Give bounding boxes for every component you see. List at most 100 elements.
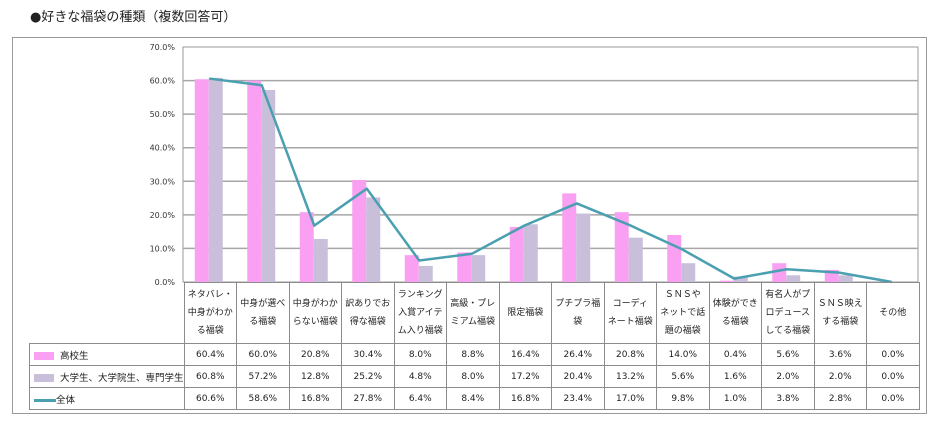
- bar-high-school: [772, 263, 787, 282]
- table-cell: 4.8%: [393, 365, 448, 388]
- table-cell: 14.0%: [656, 343, 710, 366]
- category-label-line: 中身がわか: [187, 308, 233, 318]
- bar-university: [681, 263, 696, 282]
- category-label-line: 訳ありでお: [345, 299, 391, 309]
- bar-university: [576, 213, 591, 282]
- category-header: 訳ありでお 得な福袋: [341, 282, 395, 344]
- category-label-line: ロデュース: [765, 308, 811, 318]
- category-label-line: ネタバレ・: [187, 290, 233, 300]
- table-cell: 57.2%: [236, 365, 290, 388]
- table-cell: 60.4%: [183, 343, 238, 366]
- table-cell: 27.8%: [341, 387, 395, 410]
- plot-area: [182, 46, 919, 283]
- pink-swatch-icon: [34, 352, 54, 360]
- category-header: ＳＮＳ映えする福袋: [813, 282, 868, 344]
- category-label-line: らない福袋: [292, 317, 338, 327]
- bar-high-school: [404, 255, 419, 282]
- bar-high-school: [194, 79, 209, 282]
- category-header: 中身が選べ る福袋: [236, 282, 290, 344]
- table-cell: 5.6%: [656, 365, 710, 388]
- table-cell: 60.6%: [183, 387, 238, 410]
- table-cell: 16.4%: [498, 343, 553, 366]
- bar-university: [313, 239, 328, 282]
- y-tick-label: 20.0%: [150, 211, 176, 220]
- table-cell: 23.4%: [551, 387, 605, 410]
- table-cell: 60.8%: [183, 365, 238, 388]
- category-header: ランキング入賞アイテム入り福袋: [393, 282, 448, 344]
- category-header: 限定福袋: [498, 282, 553, 344]
- bar-university: [628, 237, 643, 282]
- table-cell: 9.8%: [656, 387, 710, 410]
- category-label-line: 高級・プレ: [450, 299, 496, 309]
- table-cell: 20.4%: [551, 365, 605, 388]
- table-row-high-school: 高校生 60.4% 60.0% 20.8% 30.4% 8.0% 8.8% 16.4% 26.…: [29, 343, 920, 366]
- bar-high-school: [457, 252, 472, 282]
- table-cell: 2.0%: [761, 365, 815, 388]
- line-overall: [209, 77, 892, 284]
- table-cell: 0.4%: [708, 343, 763, 366]
- category-header: その他: [866, 282, 920, 344]
- table-cell: 16.8%: [288, 387, 343, 410]
- category-label-line: ネットで話: [660, 308, 706, 318]
- category-header: プチプラ福袋: [551, 282, 605, 344]
- category-label-line: 中身がわか: [292, 299, 338, 309]
- table-cell: 17.0%: [603, 387, 658, 410]
- category-header: コーディ ネート福袋: [603, 282, 658, 344]
- legend-label: 全体: [56, 394, 76, 406]
- table-cell: 1.6%: [708, 365, 763, 388]
- y-tick-label: 30.0%: [150, 177, 176, 186]
- category-header: 体験ができ る福袋: [708, 282, 763, 344]
- bar-high-school: [614, 212, 629, 282]
- table-cell: 30.4%: [341, 343, 395, 366]
- legend-high-school: 高校生: [29, 343, 185, 366]
- bar-university: [261, 89, 276, 282]
- bar-high-school: [562, 193, 577, 282]
- category-label-line: ＳＮＳ映え: [817, 299, 863, 309]
- y-tick-label: 10.0%: [150, 244, 176, 253]
- category-header: 高級・プレミアム福袋: [446, 282, 500, 344]
- y-tick-label: 50.0%: [150, 110, 176, 119]
- category-label-line: ミアム福袋: [450, 317, 495, 327]
- table-row-university: 大学生、大学院生、専門学生 60.8% 57.2% 12.8% 25.2% 4.8% 8.…: [29, 365, 920, 388]
- y-tick-label: 60.0%: [150, 77, 176, 86]
- category-label-line: してる福袋: [765, 326, 811, 336]
- category-label-line: プチプラ福: [555, 299, 601, 309]
- y-tick-label: 70.0%: [150, 43, 176, 52]
- category-label-line: 有名人がプ: [765, 290, 811, 300]
- category-header: ネタバレ・ 中身がわか る福袋: [183, 282, 238, 344]
- category-label-line: する福袋: [822, 317, 859, 327]
- category-label-line: ＳＮＳや: [664, 290, 701, 300]
- table-cell: 26.4%: [551, 343, 605, 366]
- data-table: ネタバレ・中身がわかる福袋 中身が選べ る福袋 中身がわからない福袋 訳ありでお 得な福袋…: [29, 282, 920, 410]
- category-header-row: ネタバレ・中身がわかる福袋 中身が選べ る福袋 中身がわからない福袋 訳ありでお 得な福袋…: [29, 282, 920, 344]
- table-cell: 8.0%: [446, 365, 500, 388]
- bar-high-school: [247, 80, 262, 282]
- blank-corner: [29, 282, 185, 344]
- table-cell: 20.8%: [603, 343, 658, 366]
- table-cell: 60.0%: [236, 343, 290, 366]
- table-cell: 17.2%: [498, 365, 553, 388]
- category-label-line: 限定福袋: [507, 308, 544, 318]
- table-cell: 8.0%: [393, 343, 448, 366]
- category-label-line: ム入り福袋: [397, 326, 443, 336]
- category-label-line: 入賞アイテ: [398, 308, 443, 318]
- bar-high-school: [352, 179, 367, 282]
- bar-university: [733, 276, 748, 282]
- table-cell: 0.0%: [866, 365, 920, 388]
- table-cell: 2.8%: [813, 387, 868, 410]
- category-label-line: る福袋: [249, 317, 277, 327]
- table-cell: 8.8%: [446, 343, 500, 366]
- lavender-swatch-icon: [34, 374, 54, 382]
- category-label-line: ランキング: [397, 290, 443, 300]
- table-cell: 58.6%: [236, 387, 290, 410]
- legend-university: 大学生、大学院生、専門学生: [29, 365, 185, 388]
- category-header: ＳＮＳや ネットで話 題の福袋: [656, 282, 710, 344]
- teal-line-icon: [34, 398, 56, 402]
- table-cell: 8.4%: [446, 387, 500, 410]
- table-cell: 3.8%: [761, 387, 815, 410]
- bar-high-school: [719, 280, 734, 282]
- chart-title: ●好きな福袋の種類（複数回答可）: [30, 10, 237, 25]
- category-label-line: その他: [879, 308, 907, 318]
- table-cell: 6.4%: [393, 387, 448, 410]
